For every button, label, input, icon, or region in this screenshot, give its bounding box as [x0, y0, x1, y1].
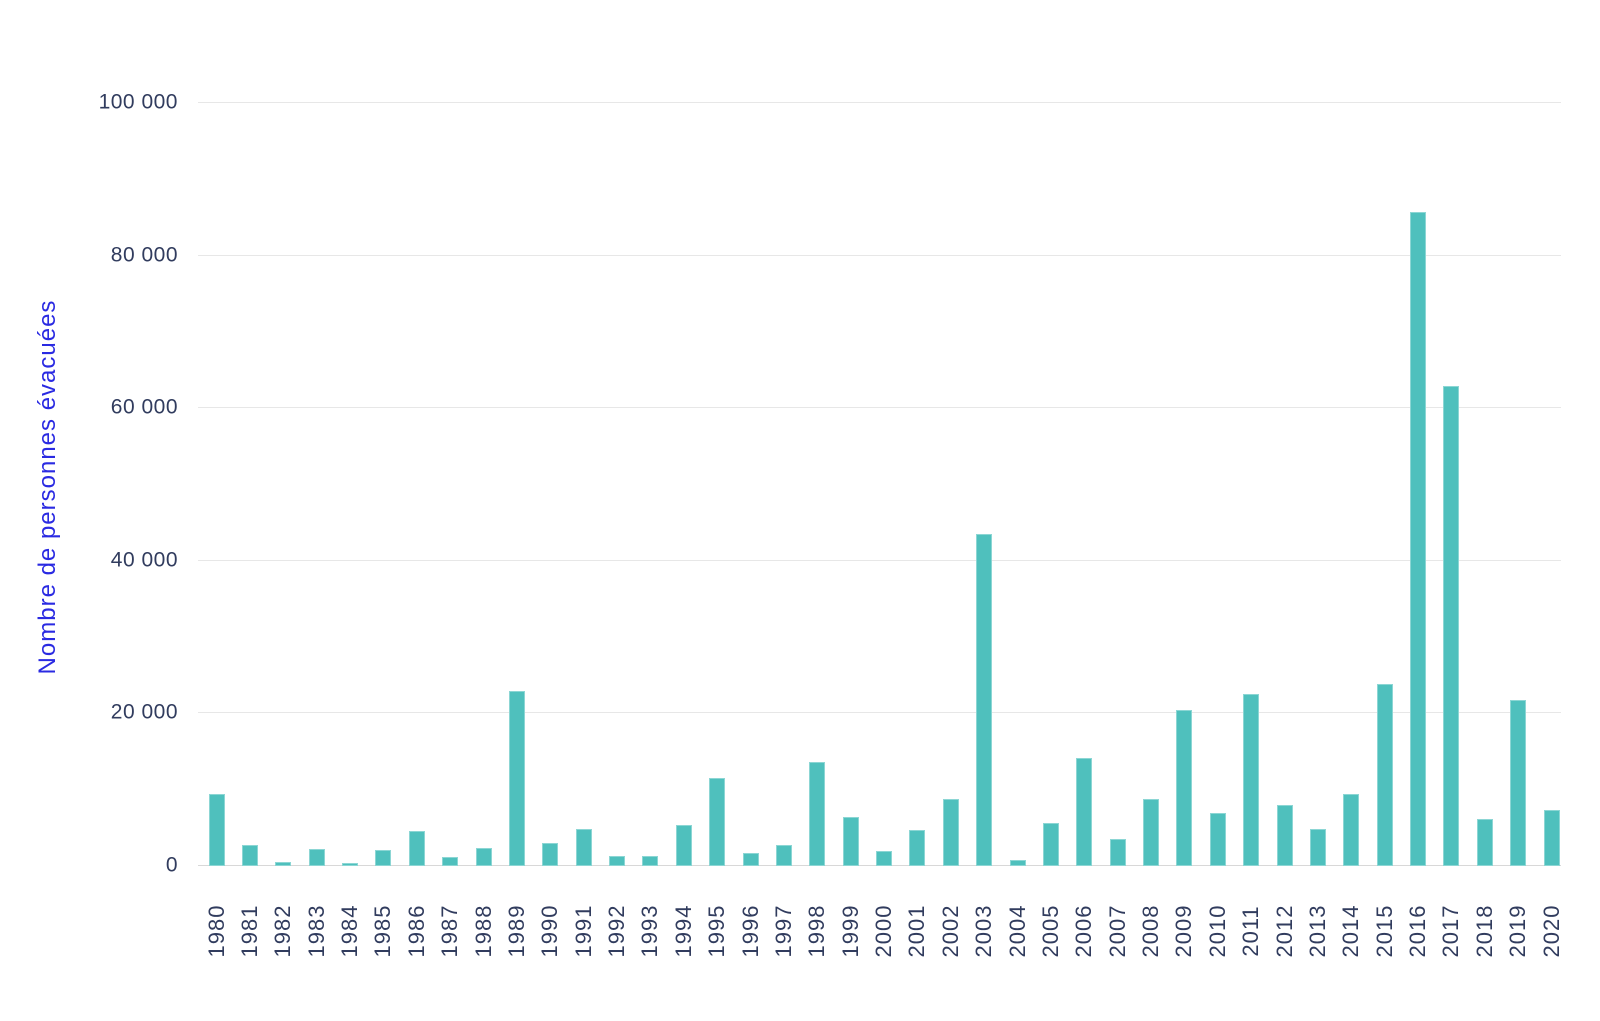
bar-1997 — [775, 844, 792, 866]
bar-1982 — [275, 862, 292, 866]
x-tick-label: 1982 — [270, 904, 296, 958]
x-tick-label: 2004 — [1004, 904, 1030, 958]
bar-2009 — [1176, 710, 1193, 866]
bar-2014 — [1343, 793, 1360, 866]
bar-1983 — [308, 849, 325, 866]
gridline — [198, 102, 1561, 103]
x-tick-label: 2000 — [871, 904, 896, 958]
bar-2003 — [976, 534, 993, 866]
bar-2001 — [909, 830, 926, 866]
bar-1992 — [609, 856, 625, 866]
bar-2020 — [1543, 809, 1560, 866]
y-tick-label: 20 000 — [110, 700, 178, 724]
bar-1986 — [408, 830, 425, 866]
plot-area: 0 20 000 40 000 60 000 80 000 100 000 1980 198… — [99, 91, 1564, 958]
bar-1990 — [542, 843, 559, 866]
bar-1991 — [575, 829, 592, 866]
bar-1980 — [208, 793, 225, 866]
gridline — [198, 254, 1561, 256]
y-tick-label: 40 000 — [110, 548, 178, 572]
bar-2005 — [1042, 823, 1059, 866]
x-tick-label: 1988 — [470, 904, 496, 958]
bar-2018 — [1476, 819, 1493, 866]
bar-2000 — [876, 850, 892, 866]
bar-2019 — [1510, 699, 1527, 866]
y-tick-label: 60 000 — [110, 395, 178, 419]
bar-1994 — [675, 824, 692, 866]
x-tick-label: 1986 — [403, 904, 429, 958]
bar-2002 — [942, 798, 959, 866]
x-tick-label: 1999 — [837, 904, 863, 958]
x-tick-label: 1989 — [503, 904, 529, 958]
x-tick-label: 2014 — [1338, 904, 1364, 958]
bar-1981 — [241, 844, 258, 866]
x-tick-label: 2016 — [1405, 904, 1430, 958]
y-tick-label: 80 000 — [110, 243, 178, 267]
bar-2007 — [1109, 839, 1126, 866]
x-tick-label: 2002 — [937, 904, 963, 958]
x-tick-label: 1993 — [637, 904, 663, 958]
bar-1987 — [442, 856, 459, 866]
x-tick-label: 2010 — [1204, 904, 1230, 958]
x-tick-label: 2001 — [904, 904, 930, 958]
x-tick-label: 2006 — [1071, 904, 1097, 958]
x-tick-label: 2015 — [1371, 904, 1397, 958]
bar-2013 — [1309, 829, 1326, 866]
x-tick-label: 2020 — [1538, 904, 1564, 958]
y-axis-title: Nombre de personnes évacuées — [34, 299, 61, 675]
y-tick-label: 0 — [165, 853, 178, 877]
bar-2004 — [1009, 859, 1026, 866]
x-tick-label: 1994 — [670, 904, 696, 958]
x-tick-label: 1987 — [437, 904, 463, 958]
x-tick-label: 2008 — [1138, 904, 1163, 958]
x-tick-label: 1996 — [737, 904, 763, 958]
bar-2017 — [1443, 386, 1460, 866]
bar-2016 — [1410, 212, 1426, 866]
x-tick-label: 2003 — [971, 904, 997, 958]
x-tick-label: 1992 — [604, 904, 629, 958]
x-tick-label: 1997 — [770, 904, 796, 958]
gridline — [198, 712, 1561, 714]
bar-2012 — [1276, 804, 1293, 866]
bar-1989 — [508, 691, 525, 866]
x-tick-label: 2009 — [1171, 904, 1197, 958]
bar-1998 — [809, 762, 826, 866]
x-tick-label: 1991 — [570, 904, 596, 958]
x-tick-label: 1984 — [337, 904, 362, 958]
x-tick-label: 1985 — [370, 904, 396, 958]
bar-2015 — [1376, 683, 1393, 866]
x-tick-label: 2017 — [1438, 904, 1464, 958]
x-tick-label: 2013 — [1304, 904, 1330, 958]
x-tick-label: 1981 — [236, 904, 262, 958]
y-tick-label: 100 000 — [98, 90, 178, 114]
bar-1988 — [475, 848, 492, 866]
bar-1984 — [342, 862, 358, 866]
bar-2011 — [1243, 694, 1260, 866]
bar-2006 — [1076, 757, 1093, 866]
bar-1999 — [842, 817, 859, 866]
gridline — [198, 559, 1561, 561]
x-tick-label: 2018 — [1471, 904, 1497, 958]
x-tick-label: 2007 — [1104, 904, 1130, 958]
bar-2008 — [1143, 798, 1159, 866]
bar-1985 — [375, 849, 392, 866]
x-tick-label: 1983 — [303, 904, 329, 958]
x-tick-label: 2019 — [1505, 904, 1531, 958]
gridline — [198, 407, 1561, 409]
bar-1995 — [709, 777, 726, 866]
x-tick-label: 1980 — [203, 904, 229, 958]
bar-1996 — [742, 853, 759, 866]
x-tick-label: 2005 — [1037, 904, 1063, 958]
x-tick-label: 2012 — [1271, 904, 1297, 958]
x-tick-label: 1995 — [704, 904, 730, 958]
bar-1993 — [642, 856, 659, 866]
x-tick-label: 1990 — [537, 904, 563, 958]
bar-2010 — [1209, 813, 1226, 866]
x-tick-label: 2011 — [1238, 905, 1264, 957]
x-tick-label: 1998 — [804, 904, 830, 958]
